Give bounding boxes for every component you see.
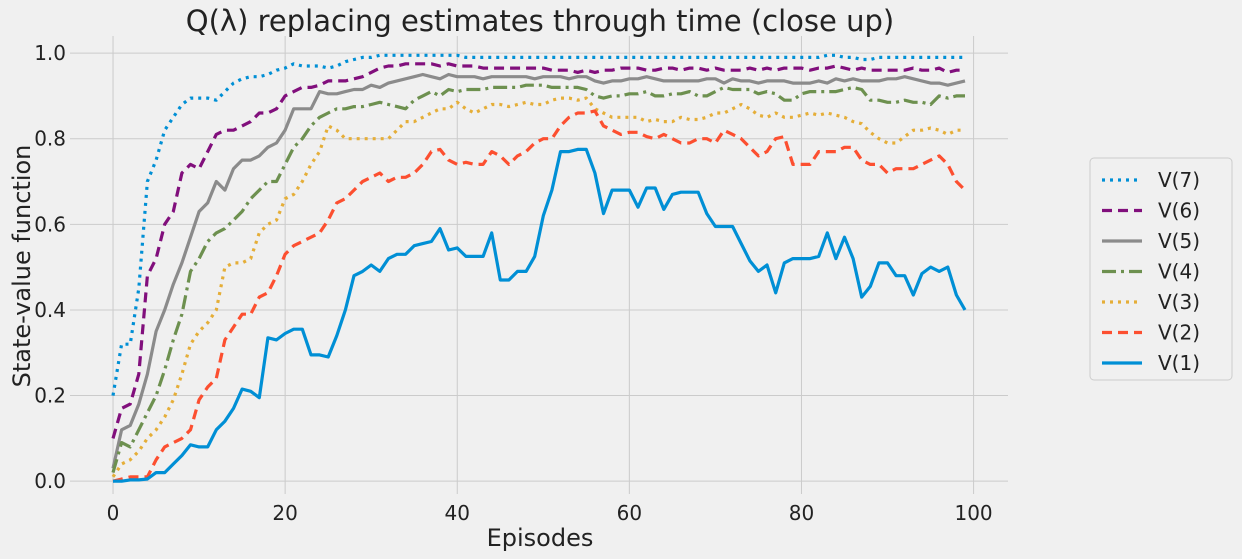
x-axis-label: Episodes: [487, 524, 594, 552]
series-lines: [111, 53, 967, 483]
legend-label: V(4): [1158, 260, 1200, 284]
series-line-v4: [111, 83, 965, 474]
chart-title: Q(λ) replacing estimates through time (c…: [186, 4, 894, 38]
series-line-v3: [111, 96, 965, 478]
y-tick-label: 0.6: [34, 212, 66, 236]
x-tick-label: 100: [954, 501, 992, 525]
legend-label: V(2): [1158, 321, 1200, 345]
legend: V(7) V(6) V(5) V(4) V(3) V(2) V(1): [1089, 157, 1233, 381]
legend-label: V(7): [1158, 168, 1200, 192]
legend-label: V(6): [1158, 199, 1200, 223]
y-axis-ticks: 0.0 0.2 0.4 0.6 0.8 1.0: [34, 41, 66, 493]
x-tick-label: 0: [107, 501, 120, 525]
y-tick-label: 0.8: [34, 127, 66, 151]
x-tick-label: 20: [272, 501, 297, 525]
series-line-v1: [113, 147, 967, 483]
legend-label: V(3): [1158, 290, 1200, 314]
series-line-v2: [112, 109, 967, 483]
x-axis-ticks: 0 20 40 60 80 100: [107, 501, 993, 525]
series-line-v7: [111, 53, 965, 396]
y-axis-label: State-value function: [8, 145, 36, 388]
legend-label: V(1): [1158, 351, 1200, 375]
y-tick-label: 0.2: [34, 384, 66, 408]
x-tick-label: 60: [617, 501, 642, 525]
y-tick-label: 1.0: [34, 41, 66, 65]
y-tick-label: 0.4: [34, 298, 66, 322]
x-tick-label: 80: [789, 501, 814, 525]
grid: [70, 36, 1008, 494]
legend-label: V(5): [1158, 229, 1200, 253]
legend-box: [1089, 157, 1233, 381]
y-tick-label: 0.0: [34, 469, 66, 493]
x-tick-label: 40: [445, 501, 470, 525]
series-line-v5: [111, 72, 966, 469]
